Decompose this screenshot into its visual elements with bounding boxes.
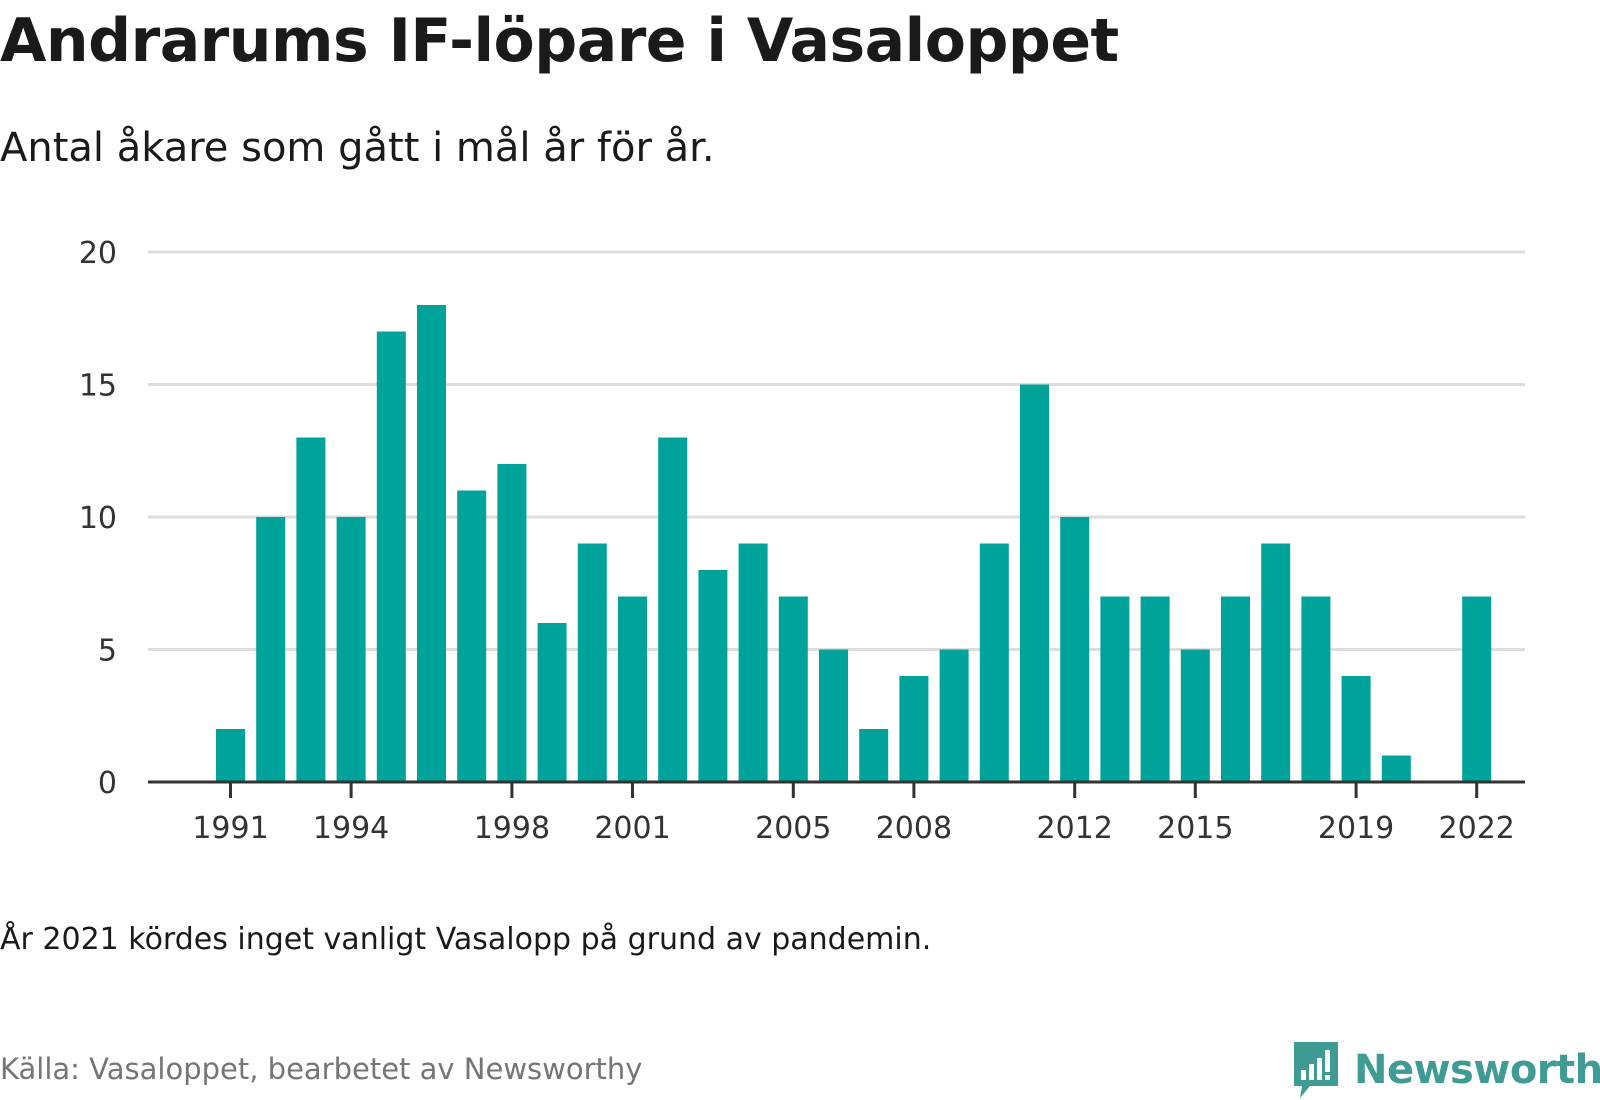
newsworthy-logo: Newsworthy — [1290, 1040, 1600, 1100]
bar — [376, 331, 406, 782]
y-tick-label: 10 — [79, 501, 117, 536]
x-tick-label: 1998 — [474, 811, 550, 846]
x-tick-label: 2008 — [876, 811, 952, 846]
bar-chart: 0 5 10 15 20 1991 1994 1998 2001 2005 2008 2012 2015… — [79, 236, 1525, 846]
y-tick-label: 20 — [79, 236, 117, 271]
bar — [899, 676, 929, 782]
bar — [1462, 596, 1492, 782]
bar — [658, 437, 688, 782]
x-tick-label: 2005 — [755, 811, 831, 846]
bar — [819, 649, 848, 782]
bar — [1060, 517, 1090, 782]
bar — [1140, 596, 1170, 782]
brand-name: Newsworthy — [1354, 1047, 1600, 1093]
x-tick-label: 1991 — [192, 811, 268, 846]
bar — [1301, 596, 1331, 782]
bar — [577, 543, 607, 782]
bar — [618, 596, 647, 782]
bar-chart-speech-bubble-icon — [1294, 1042, 1338, 1098]
bar — [497, 464, 527, 782]
bar — [256, 517, 286, 782]
bar — [457, 490, 487, 782]
bar — [1020, 384, 1049, 782]
x-tick-label: 1994 — [313, 811, 389, 846]
bar — [336, 517, 366, 782]
bar — [417, 305, 446, 782]
bar — [859, 729, 889, 782]
bar — [698, 570, 728, 782]
bar — [296, 437, 326, 782]
bar — [1221, 596, 1250, 782]
x-tick-label: 2012 — [1037, 811, 1113, 846]
chart-note: År 2021 kördes inget vanligt Vasalopp på… — [0, 922, 932, 957]
bar — [1100, 596, 1130, 782]
y-tick-label: 5 — [98, 634, 117, 669]
x-tick-label: 2022 — [1439, 811, 1515, 846]
bar — [216, 729, 245, 782]
y-tick-label: 15 — [79, 369, 117, 404]
bar — [778, 596, 808, 782]
chart-subtitle: Antal åkare som gått i mål år för år. — [0, 125, 715, 171]
bar — [1261, 543, 1291, 782]
bar — [537, 623, 567, 782]
bar — [1180, 649, 1210, 782]
bar — [738, 543, 768, 782]
chart-title: Andrarums IF-löpare i Vasaloppet — [0, 6, 1119, 76]
y-tick-label: 0 — [98, 766, 117, 801]
bar — [939, 649, 969, 782]
bar — [1381, 755, 1411, 782]
x-tick-label: 2001 — [594, 811, 670, 846]
bar — [1341, 676, 1371, 782]
source-line: Källa: Vasaloppet, bearbetet av Newswort… — [0, 1052, 643, 1086]
x-tick-label: 2019 — [1318, 811, 1394, 846]
bar — [979, 543, 1009, 782]
x-tick-label: 2015 — [1157, 811, 1233, 846]
